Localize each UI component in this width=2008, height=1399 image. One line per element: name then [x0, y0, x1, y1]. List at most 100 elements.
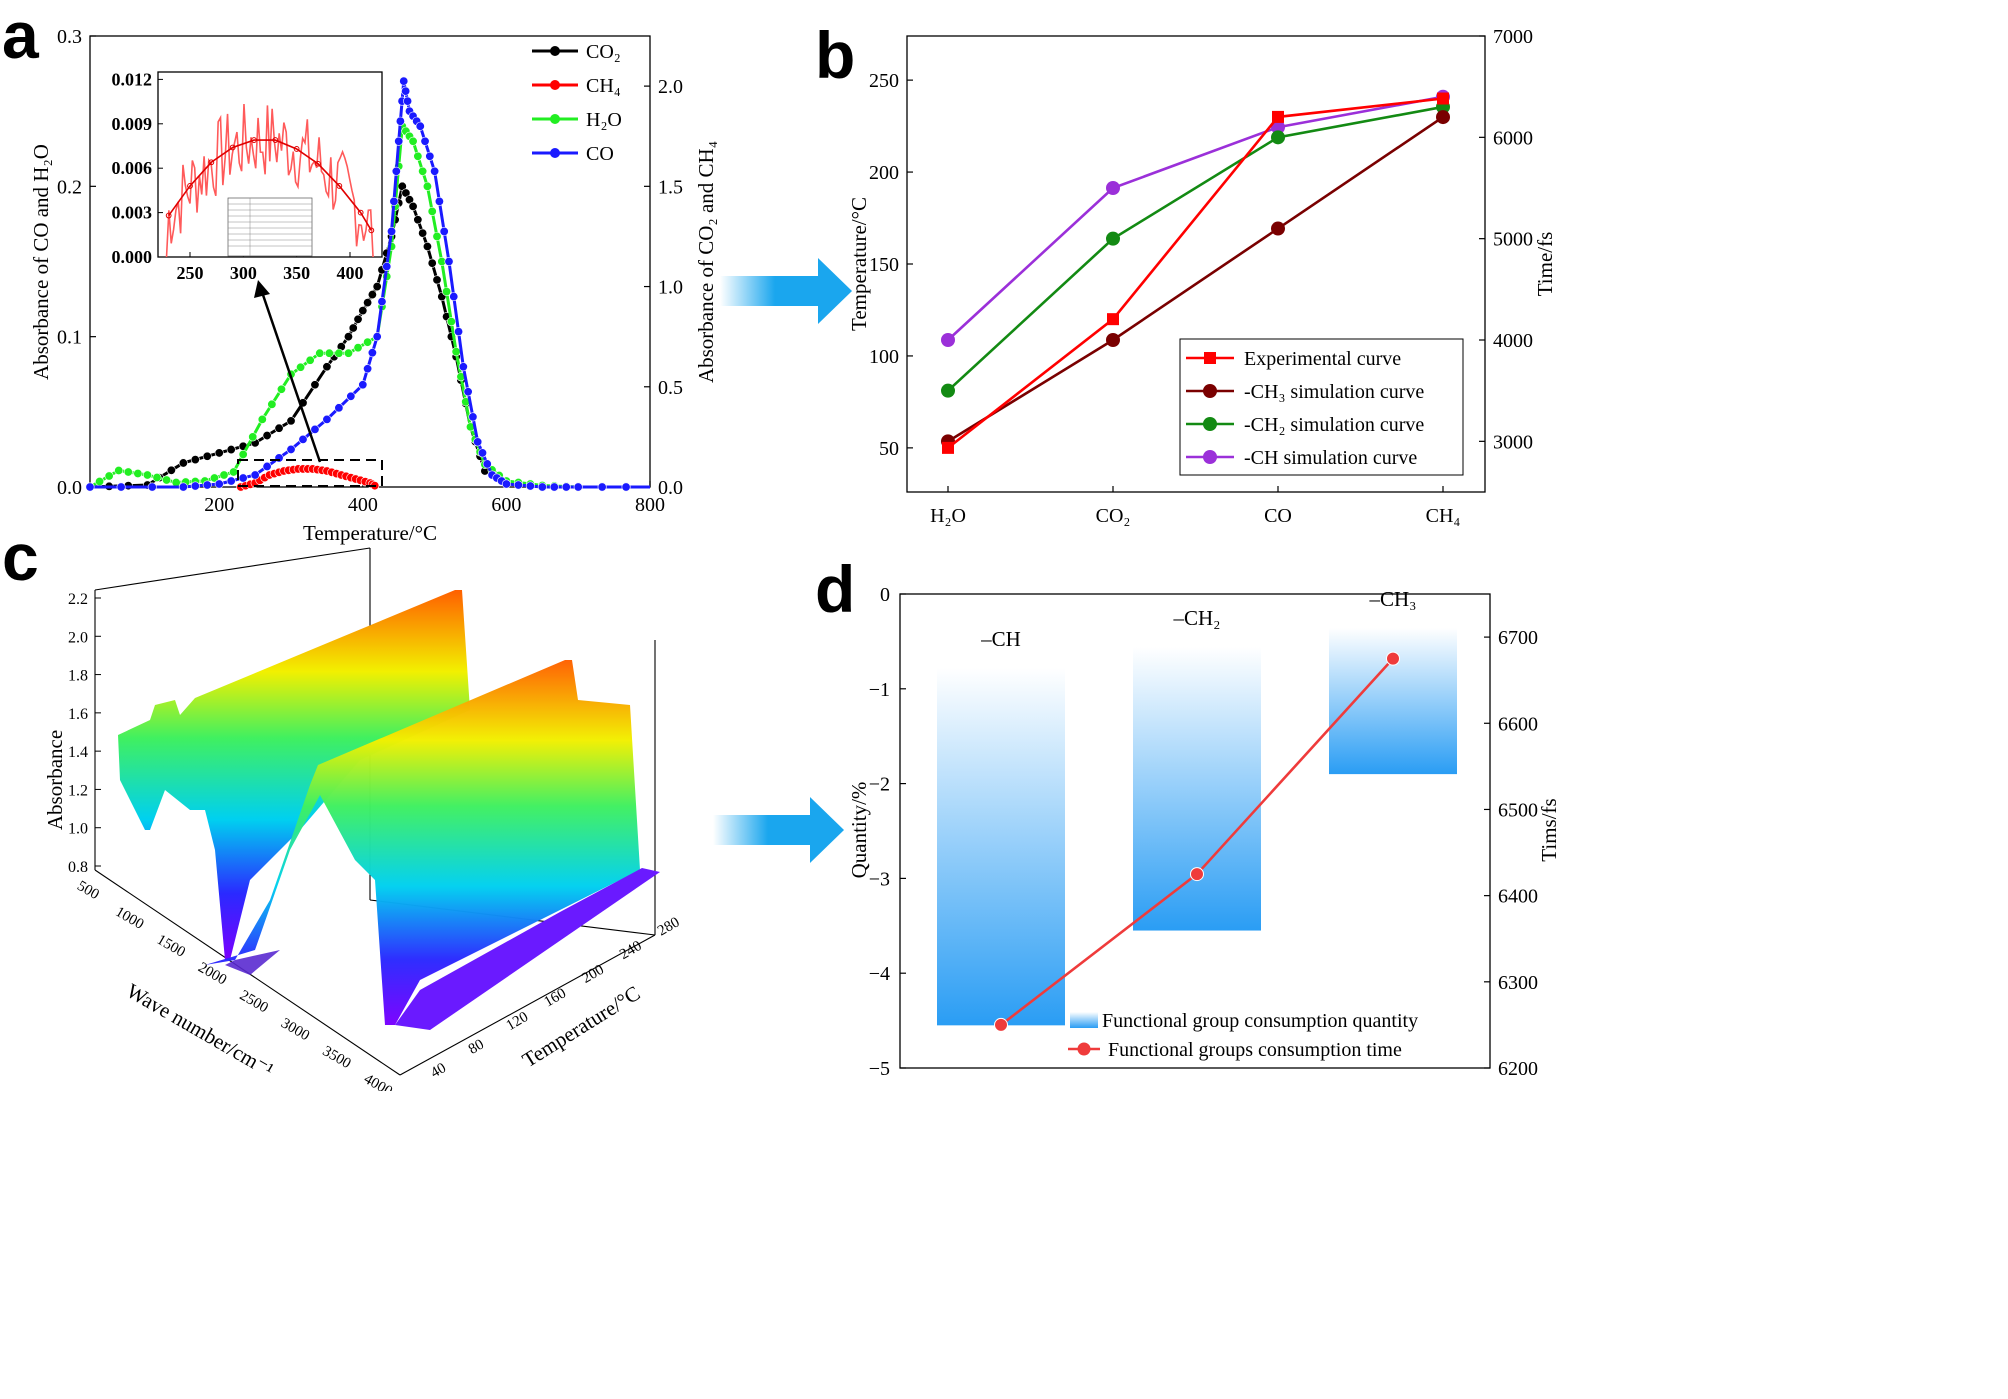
panel-a-series-point — [415, 121, 425, 131]
panel-a-ytick-left-label: 0.2 — [57, 176, 82, 198]
panel-a-series-point — [310, 380, 320, 390]
panel-b-series-point — [1272, 110, 1284, 123]
panel-a-series-point — [324, 348, 334, 358]
panel-b-series-line — [947, 105, 1444, 392]
panel-label-d: d — [815, 552, 855, 626]
panel-a-series-point — [226, 476, 236, 486]
panel-a-series-point — [104, 471, 114, 481]
panel-b-series-point — [1107, 313, 1119, 326]
panel-a-series-point — [346, 391, 356, 401]
panel-d-legend-label: Functional group consumption quantity — [1102, 1010, 1418, 1032]
panel-a-legend-label: CO₂ — [586, 41, 621, 63]
panel-a-series-point — [353, 314, 363, 324]
panel-a-legend-label: CH₄ — [586, 75, 621, 97]
panel-d-ytick-left-label: −4 — [869, 963, 890, 985]
panel-b-ytick-right-label: 3000 — [1493, 431, 1533, 453]
panel-d-time-point — [994, 1017, 1008, 1032]
panel-b-legend-marker — [1204, 352, 1216, 364]
panel-a-series-point — [238, 473, 248, 483]
panel-c-ztick-label: 1.2 — [68, 782, 88, 799]
panel-b-ytick-left-label: 150 — [869, 254, 899, 276]
panel-b-xtick-label: CH₄ — [1426, 505, 1461, 527]
panel-a-series-point — [394, 136, 404, 146]
panel-a-series-point — [178, 458, 188, 468]
panel-d: d −5 −4 −3 −2 −1 0 6200 6300 6400 6500 6600 6700 –C… — [815, 552, 1561, 1080]
panel-a-series-point — [549, 482, 559, 492]
panel-a-series-point — [298, 434, 308, 444]
panel-d-bar-label: –CH₂ — [1173, 606, 1221, 630]
panel-c-ylabel: Temperature/°C — [518, 981, 644, 1072]
panel-a-series-point — [444, 256, 454, 266]
panel-a-series-point — [363, 337, 373, 347]
inset-pointer-arrow — [260, 291, 322, 463]
panel-a-xtick-label: 600 — [491, 494, 521, 516]
panel-a-series-point — [432, 275, 442, 285]
panel-a-series-point — [162, 475, 172, 485]
panel-d-bar — [1329, 628, 1457, 775]
panel-c-ytick-label: 80 — [466, 1036, 487, 1057]
inset-ytick-label: 0.012 — [112, 69, 153, 89]
inset-fit-point — [336, 183, 343, 189]
inset-ytick-label: 0.000 — [112, 247, 153, 267]
panel-a-series-point — [391, 166, 401, 176]
panel-c-ytick-label: 120 — [504, 1009, 531, 1034]
panel-d-ytick-right-label: 6200 — [1498, 1058, 1538, 1080]
panel-a-series-point — [286, 416, 296, 426]
inset-ytick-label: 0.009 — [112, 114, 153, 134]
panel-b-axes: H₂O CO₂ CO CH₄ 50 100 150 200 250 3000 4000 5000 600… — [869, 26, 1533, 527]
panel-b-series-line — [947, 115, 1444, 443]
panel-d-ytick-left-label: −3 — [869, 868, 890, 890]
panel-a-series-point — [334, 403, 344, 413]
panel-c-xtick-label: 4000 — [361, 1071, 395, 1091]
panel-d-ylabel-left: Quantity/% — [847, 782, 871, 879]
panel-a-series-point — [403, 96, 413, 106]
panel-b-series-point — [1437, 92, 1449, 105]
panel-c-ztick-label: 0.8 — [68, 859, 88, 876]
panel-c-ztick-label: 1.6 — [68, 706, 88, 723]
panel-a-series-point — [561, 482, 571, 492]
panel-d-legend-label: Functional groups consumption time — [1108, 1039, 1402, 1061]
panel-a-series-point — [389, 196, 399, 206]
panel-a-series-point — [446, 317, 456, 327]
panel-a-series-point — [525, 481, 535, 491]
panel-a-series-point — [367, 290, 377, 300]
panel-a-series-point — [238, 449, 248, 459]
panel-a-series-point — [449, 292, 459, 302]
panel-a-ytick-left-label: 0.3 — [57, 26, 82, 48]
panel-a-legend-label: CO — [586, 143, 614, 165]
panel-a: a 200 400 600 8000.00.10.20.30.00.51.01.52.… — [2, 0, 718, 545]
panel-d-time-point — [1386, 651, 1400, 666]
panel-b-xtick-label: CO₂ — [1096, 505, 1131, 527]
panel-a-ylabel-right: Absorbance of CO₂ and CH₄ — [694, 141, 718, 383]
panel-a-ytick-right-label: 2.0 — [658, 76, 683, 98]
panel-d-bar-label: –CH₃ — [1369, 587, 1417, 611]
panel-b-ytick-right-label: 5000 — [1493, 229, 1533, 251]
panel-b-ytick-left-label: 100 — [869, 346, 899, 368]
surface-band-2 — [205, 660, 640, 1025]
panel-a-series-point — [257, 414, 267, 424]
panel-a-series-point — [501, 479, 511, 489]
panel-a-legend: CO₂ CH₄ H₂O CO — [532, 41, 622, 165]
panel-label-b: b — [815, 18, 855, 92]
panel-a-inset: 250 300 350 400 0.000 0.003 0.006 0.009 0.012 — [112, 69, 383, 283]
panel-d-bars: –CH –CH₂ –CH₃ — [937, 587, 1457, 1026]
panel-a-series-point — [395, 116, 405, 126]
panel-b-series-point — [941, 333, 955, 347]
panel-a-series-point — [418, 228, 428, 238]
ch4-highlight-box — [237, 459, 383, 487]
panel-c-xtick-label: 1500 — [154, 932, 188, 961]
arrow-a-to-b — [720, 258, 852, 324]
panel-a-series-point — [142, 470, 152, 480]
panel-a-series-point — [434, 196, 444, 206]
panel-a-series-point — [422, 181, 432, 191]
panel-b-series-point — [1106, 231, 1120, 246]
panel-a-series-point — [305, 355, 315, 365]
panel-b-legend: Experimental curve -CH₃ simulation curve -… — [1186, 348, 1424, 469]
panel-a-ylabel-left: Absorbance of CO and H₂O — [29, 144, 53, 380]
panel-a-series-point — [451, 347, 461, 357]
panel-a-series-point — [372, 282, 382, 292]
panel-a-series-point — [315, 348, 325, 358]
panel-a-series-point — [367, 348, 377, 358]
inset-frame — [157, 71, 383, 258]
panel-a-series-point — [310, 424, 320, 434]
